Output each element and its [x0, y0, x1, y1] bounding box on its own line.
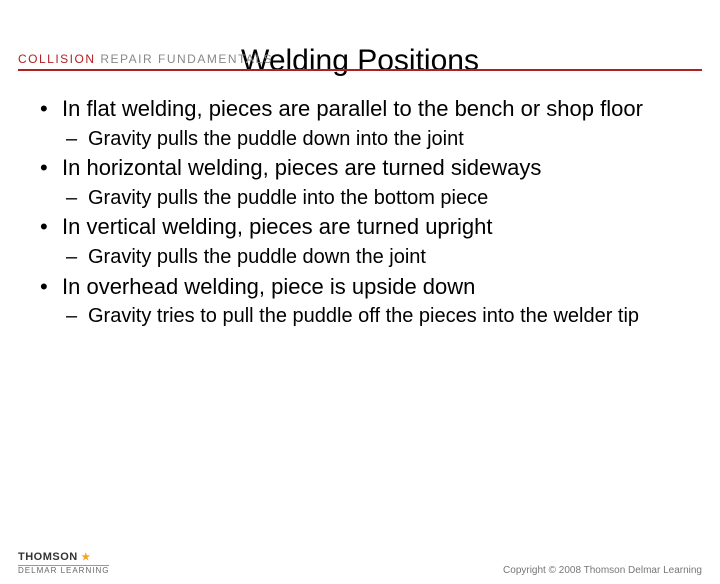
sub-bullet-list: Gravity pulls the puddle down into the j… — [62, 127, 692, 151]
star-icon: ★ — [81, 552, 90, 563]
publisher-logo: THOMSON ★ DELMAR LEARNING — [18, 551, 109, 576]
sub-bullet-list: Gravity pulls the puddle into the bottom… — [62, 186, 692, 210]
brand-text: COLLISION REPAIR FUNDAMENTALS — [18, 52, 702, 66]
slide-content: In flat welding, pieces are parallel to … — [0, 96, 720, 329]
slide-footer: THOMSON ★ DELMAR LEARNING Copyright © 20… — [18, 551, 702, 576]
bullet-item: In flat welding, pieces are parallel to … — [34, 96, 692, 151]
brand-collision: COLLISION — [18, 52, 96, 66]
bullet-item: In vertical welding, pieces are turned u… — [34, 214, 692, 269]
brand-repair: REPAIR FUNDAMENTALS — [100, 52, 273, 66]
slide-header: COLLISION REPAIR FUNDAMENTALS — [18, 52, 702, 71]
bullet-list: In flat welding, pieces are parallel to … — [34, 96, 692, 329]
bullet-text: In overhead welding, piece is upside dow… — [62, 274, 475, 299]
bullet-text: In flat welding, pieces are parallel to … — [62, 96, 643, 121]
sub-bullet-list: Gravity pulls the puddle down the joint — [62, 245, 692, 269]
sub-bullet-list: Gravity tries to pull the puddle off the… — [62, 304, 692, 328]
bullet-text: In horizontal welding, pieces are turned… — [62, 155, 541, 180]
bullet-text: In vertical welding, pieces are turned u… — [62, 214, 492, 239]
sub-bullet-item: Gravity tries to pull the puddle off the… — [62, 304, 692, 328]
thomson-label: THOMSON — [18, 551, 78, 563]
bullet-item: In overhead welding, piece is upside dow… — [34, 274, 692, 329]
sub-bullet-item: Gravity pulls the puddle into the bottom… — [62, 186, 692, 210]
thomson-text: THOMSON ★ — [18, 551, 109, 563]
sub-bullet-item: Gravity pulls the puddle down the joint — [62, 245, 692, 269]
bullet-item: In horizontal welding, pieces are turned… — [34, 155, 692, 210]
header-rule — [18, 69, 702, 71]
copyright-text: Copyright © 2008 Thomson Delmar Learning — [503, 565, 702, 576]
delmar-text: DELMAR LEARNING — [18, 565, 109, 576]
sub-bullet-item: Gravity pulls the puddle down into the j… — [62, 127, 692, 151]
